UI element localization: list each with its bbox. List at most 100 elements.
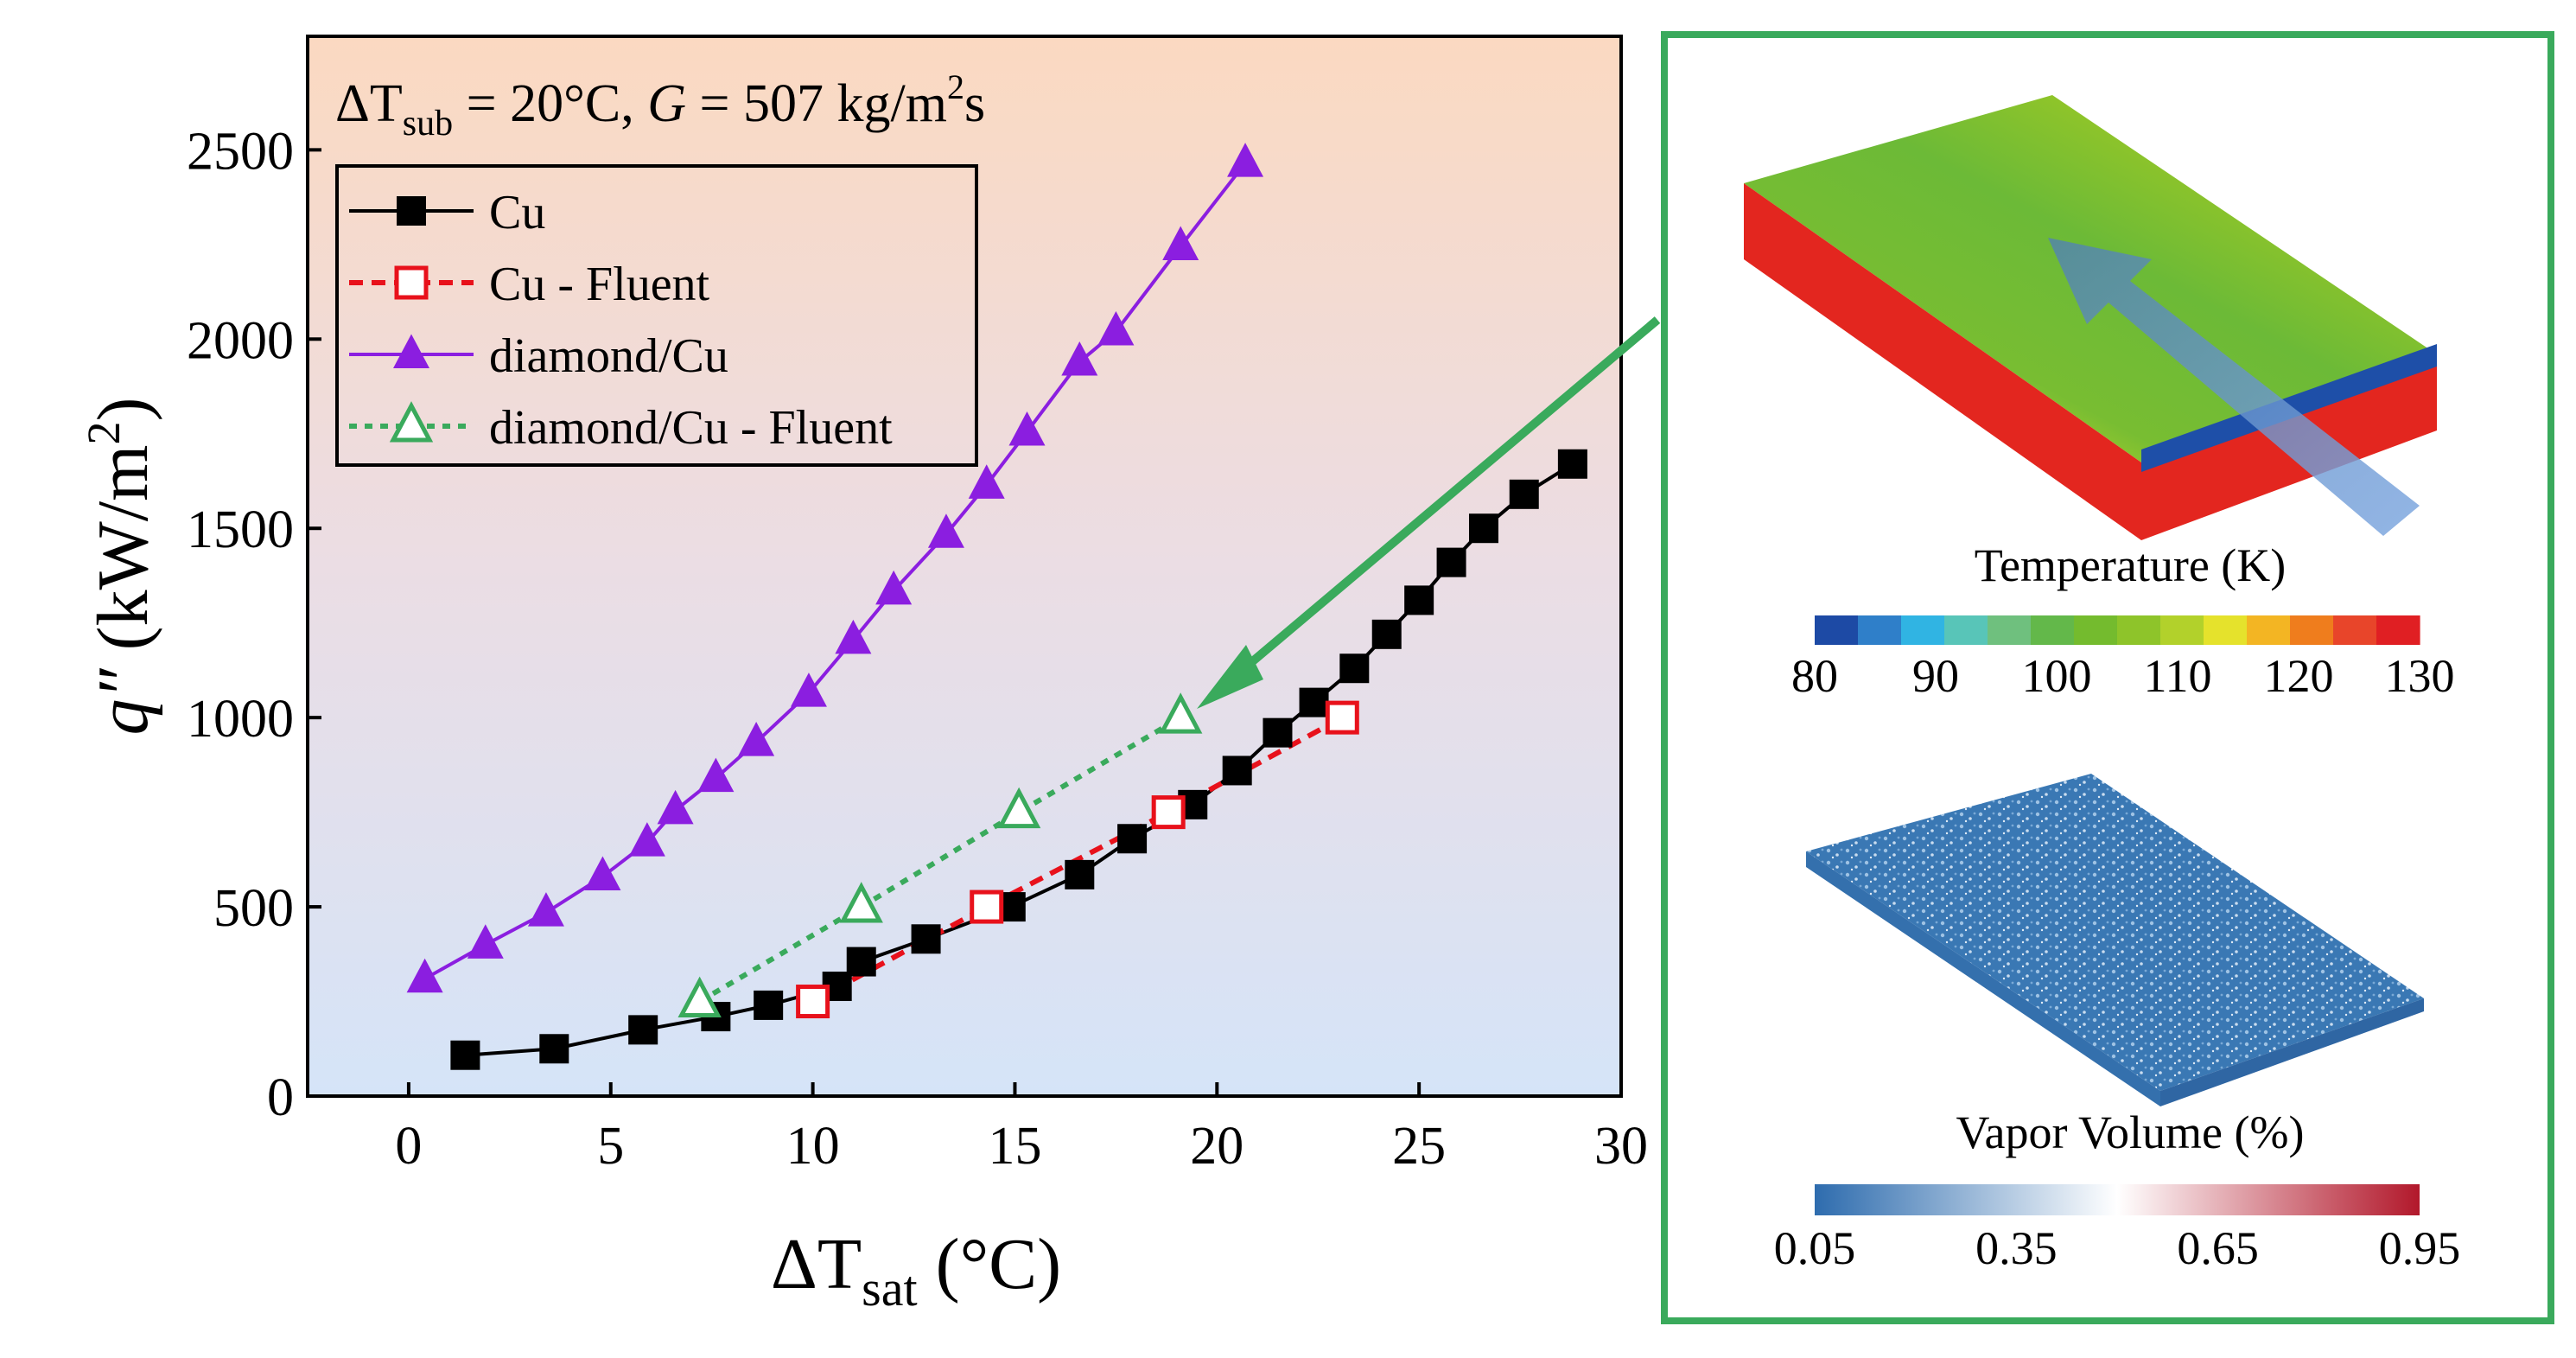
data-point	[846, 947, 876, 977]
data-point	[790, 673, 827, 707]
x-tick-label: 30	[1594, 1117, 1648, 1176]
data-point	[628, 1015, 658, 1045]
inset-panel: Temperature (K) 80 90 100 110 120 130 Vapor V…	[1661, 31, 2554, 1324]
colorbar-segment	[2160, 615, 2204, 645]
temperature-colorbar	[1815, 615, 2420, 645]
colorbar-segment	[1944, 615, 1988, 645]
x-axis-label: ΔTsat (°C)	[771, 1224, 1061, 1317]
series-markers	[406, 143, 1587, 1070]
legend-marker	[397, 196, 426, 226]
vapor-tick-label: 0.05	[1774, 1222, 1856, 1274]
data-point	[1065, 859, 1095, 889]
vapor-ticks: 0.05 0.35 0.65 0.95	[1774, 1222, 2461, 1274]
data-point	[406, 958, 443, 993]
data-point	[1151, 795, 1186, 830]
y-tick-label: 0	[267, 1068, 294, 1127]
colorbar-segment	[2376, 615, 2420, 645]
vapor-tick-label: 0.95	[2379, 1222, 2461, 1274]
temperature-tick-label: 80	[1791, 650, 1838, 702]
colorbar-segment	[2204, 615, 2248, 645]
data-point	[839, 882, 883, 923]
condition-annotation: ΔTsub = 20°C, G = 507 kg/m2s	[335, 67, 985, 143]
data-point	[1222, 756, 1252, 786]
data-point	[1325, 700, 1359, 735]
data-point	[1162, 226, 1199, 260]
colorbar-segment	[2074, 615, 2118, 645]
temperature-tick-label: 100	[2022, 650, 2092, 702]
series-line-1	[811, 715, 1344, 1004]
temperature-tick-label: 110	[2144, 650, 2212, 702]
y-tick-label: 2000	[187, 311, 294, 370]
axis-ticks: 0 5 10 15 20 25 30 0 500 1000 1500 2000 2500	[187, 122, 1648, 1176]
temperature-tick-label: 90	[1912, 650, 1959, 702]
legend-label: Cu	[489, 186, 545, 239]
colorbar-segment	[2247, 615, 2291, 645]
data-point	[754, 990, 784, 1020]
legend-marker	[393, 334, 429, 368]
data-point	[1339, 653, 1370, 684]
colorbar-segment	[2031, 615, 2075, 645]
plot-background	[306, 35, 1623, 1098]
flow-arrow	[2048, 238, 2420, 536]
x-tick-label: 25	[1392, 1117, 1446, 1176]
data-point	[1263, 717, 1293, 748]
data-point	[1117, 824, 1148, 854]
data-point	[996, 787, 1041, 829]
y-tick-label: 500	[213, 879, 294, 938]
colorbar-segment	[2117, 615, 2161, 645]
temperature-title: Temperature (K)	[1975, 539, 2287, 591]
data-point	[738, 722, 775, 756]
data-point	[927, 513, 964, 548]
data-point	[1371, 619, 1402, 649]
y-tick-label: 1500	[187, 500, 294, 559]
data-point	[1509, 479, 1539, 509]
series-line-3	[698, 715, 1182, 1004]
legend-marker	[389, 401, 434, 443]
data-point	[1159, 692, 1203, 734]
main-chart: 0 5 10 15 20 25 30 0 500 1000 1500 2000 2500 ΔTsub =…	[78, 35, 1648, 1317]
vapor-tick-label: 0.35	[1975, 1222, 2058, 1274]
data-point	[1436, 547, 1466, 577]
legend-label: Cu - Fluent	[489, 258, 710, 311]
vapor-colorbar	[1815, 1184, 2420, 1215]
data-point	[450, 1040, 480, 1070]
colorbar-segment	[1815, 615, 1859, 645]
data-point	[968, 464, 1005, 499]
legend-marker	[394, 265, 429, 300]
x-tick-label: 20	[1190, 1117, 1243, 1176]
data-point	[467, 924, 504, 959]
data-point	[628, 822, 665, 857]
data-point	[657, 789, 694, 825]
data-point	[1008, 411, 1046, 446]
data-point	[697, 757, 735, 793]
legend-box	[335, 164, 978, 467]
x-tick-label: 0	[395, 1117, 422, 1176]
data-point	[584, 856, 621, 891]
data-point	[796, 985, 830, 1019]
colorbar-segment	[1901, 615, 1945, 645]
colorbar-segment	[2290, 615, 2334, 645]
x-tick-label: 10	[786, 1117, 840, 1176]
colorbar-segment	[2333, 615, 2377, 645]
y-axis-label: q″ (kW/m2)	[78, 398, 163, 736]
colorbar-segment	[1858, 615, 1902, 645]
legend-label: diamond/Cu - Fluent	[489, 401, 893, 455]
data-point	[1227, 143, 1264, 177]
data-point	[1557, 449, 1587, 479]
data-point	[970, 889, 1004, 924]
data-point	[875, 570, 913, 605]
temperature-tick-label: 120	[2264, 650, 2334, 702]
vapor-volume-render	[1806, 774, 2424, 1106]
data-point	[677, 976, 722, 1017]
legend: Cu Cu - Fluent diamond/Cu diamond/Cu - Flue…	[335, 164, 978, 467]
data-point	[1468, 513, 1498, 544]
x-tick-label: 15	[988, 1117, 1041, 1176]
temperature-tick-label: 130	[2385, 650, 2455, 702]
data-point	[835, 619, 872, 654]
temperature-block-render	[1744, 95, 2437, 540]
y-tick-label: 1000	[187, 690, 294, 749]
data-point	[1097, 310, 1135, 346]
x-tick-label: 5	[597, 1117, 624, 1176]
data-point	[1404, 585, 1434, 615]
